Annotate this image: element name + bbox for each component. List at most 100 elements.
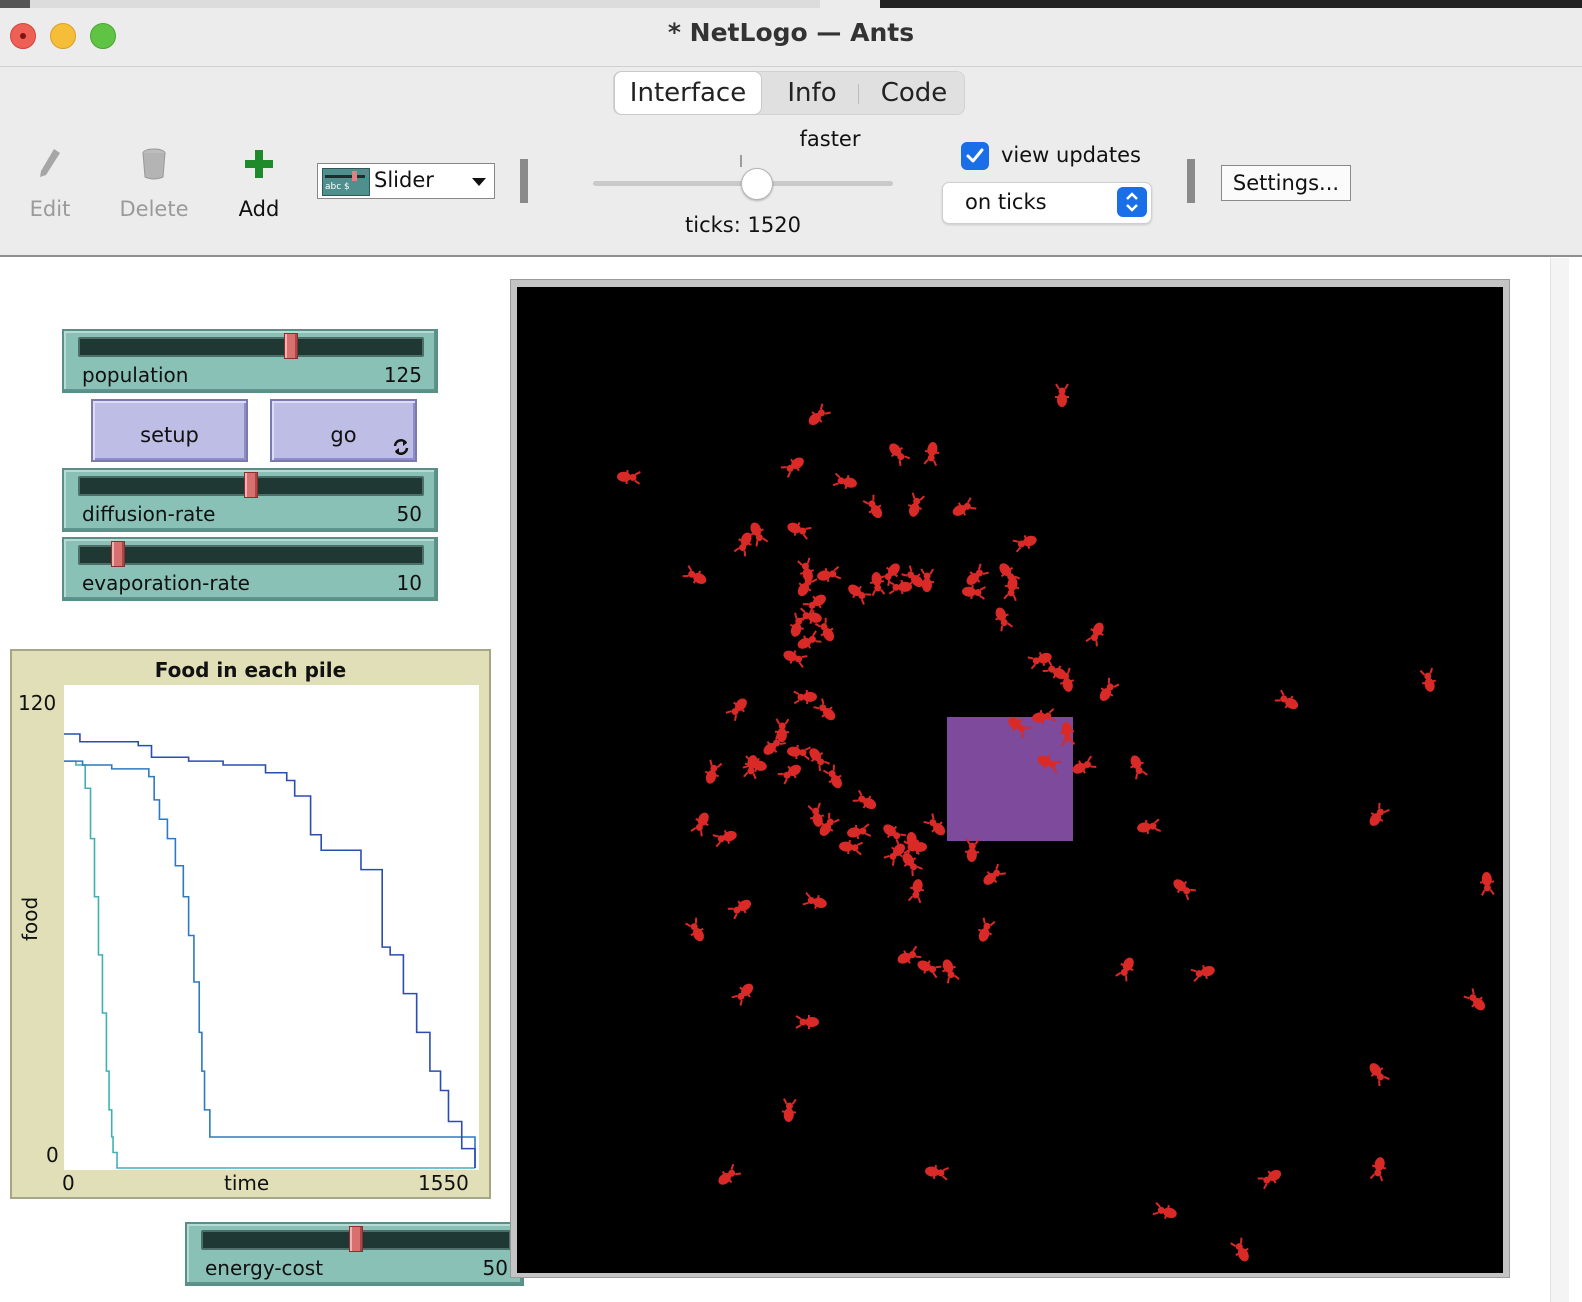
ant-turtle — [1085, 622, 1104, 647]
plot-series-line-3 — [64, 733, 476, 1168]
slider-knob[interactable] — [111, 541, 126, 567]
ant-turtle — [817, 565, 842, 583]
ant-turtle — [1072, 755, 1097, 774]
delete-button[interactable]: Delete — [114, 145, 194, 225]
ant-turtle — [942, 959, 960, 984]
ant-turtle — [712, 830, 737, 848]
world-canvas — [617, 383, 1495, 1262]
vertical-scrollbar[interactable] — [1550, 258, 1569, 1302]
ant-turtle — [847, 823, 872, 840]
energy-cost-slider[interactable]: energy-cost 50 — [185, 1222, 524, 1286]
ant-turtle — [725, 698, 747, 721]
close-window-button[interactable] — [10, 23, 36, 49]
ant-turtle — [889, 443, 911, 467]
ant-turtle — [903, 839, 927, 855]
setup-button[interactable]: setup — [91, 399, 248, 462]
ant-turtle — [999, 563, 1021, 587]
widget-type-value: Slider — [374, 168, 434, 192]
update-mode-select[interactable]: on ticks — [942, 182, 1152, 224]
evaporation-rate-slider[interactable]: evaporation-rate 10 — [62, 537, 438, 601]
repeat-icon — [393, 439, 409, 455]
go-button-label: go — [330, 423, 357, 447]
tab-code[interactable]: Code — [880, 78, 948, 108]
plot-area — [64, 685, 479, 1170]
slider-knob[interactable] — [283, 333, 298, 359]
toolbar: Interface Info Code Edit Delete Add abc … — [0, 67, 1582, 257]
ant-turtle — [897, 945, 922, 964]
ant-turtle — [983, 863, 1006, 885]
title-bar-strip — [30, 0, 820, 8]
y-max-label: 120 — [18, 691, 57, 715]
ant-turtle — [1479, 872, 1495, 896]
ant-turtle — [1059, 722, 1076, 746]
plus-icon — [245, 150, 273, 178]
title-bar-strip — [880, 0, 1582, 8]
ant-turtle — [1012, 535, 1037, 553]
ant-turtle — [718, 1163, 742, 1185]
slider-name: diffusion-rate — [82, 502, 216, 526]
ant-turtle — [690, 812, 709, 837]
y-axis-label: food — [18, 896, 42, 941]
x-min-label: 0 — [62, 1171, 75, 1195]
view-updates-checkbox[interactable] — [961, 142, 989, 170]
edit-label: Edit — [29, 197, 71, 221]
ant-turtle — [1008, 717, 1032, 738]
slider-name: evaporation-rate — [82, 571, 250, 595]
ant-turtle — [902, 853, 923, 877]
add-label: Add — [238, 197, 280, 221]
add-button[interactable]: Add — [230, 145, 288, 225]
ant-turtle — [808, 403, 831, 426]
settings-button[interactable]: Settings... — [1221, 165, 1351, 201]
ant-turtle — [888, 579, 912, 595]
ant-turtle — [869, 572, 886, 597]
slider-value: 10 — [396, 571, 422, 595]
edit-button[interactable]: Edit — [22, 145, 78, 225]
pencil-icon — [40, 149, 60, 177]
title-bar-strip — [0, 0, 30, 8]
ant-turtle — [763, 733, 786, 755]
ant-turtle — [797, 557, 815, 582]
ant-turtle — [1057, 667, 1075, 692]
tab-info[interactable]: Info — [787, 78, 837, 108]
go-button[interactable]: go — [270, 399, 417, 462]
setup-button-label: setup — [140, 423, 199, 447]
food-plot: Food in each pile 120 0 0 time 1550 food — [10, 649, 491, 1199]
slider-name: population — [82, 363, 189, 387]
ant-turtle — [1463, 988, 1486, 1011]
ant-turtle — [962, 584, 986, 600]
tick-counter: ticks: 1520 — [685, 213, 801, 237]
delete-label: Delete — [119, 197, 189, 221]
ant-turtle — [727, 899, 752, 920]
ant-turtle — [1137, 818, 1162, 835]
speed-normal-tick — [740, 155, 742, 167]
slider-knob[interactable] — [349, 1226, 363, 1252]
tab-divider — [858, 84, 859, 104]
ant-turtle — [1032, 708, 1057, 725]
x-max-label: 1550 — [418, 1171, 469, 1195]
toolbar-separator — [520, 159, 528, 203]
ant-turtle — [733, 532, 752, 557]
widget-type-select[interactable]: abc $ Slider — [317, 163, 495, 199]
ant-turtle — [923, 813, 946, 836]
ant-turtle — [862, 494, 883, 519]
ant-turtle — [705, 759, 723, 784]
window-title: * NetLogo — Ants — [667, 18, 915, 47]
maximize-window-button[interactable] — [90, 23, 116, 49]
ant-turtle — [802, 892, 827, 910]
world-view[interactable] — [517, 287, 1503, 1273]
ant-turtle — [797, 630, 822, 649]
ant-turtle — [731, 983, 754, 1006]
slider-track[interactable] — [78, 545, 424, 565]
diffusion-rate-slider[interactable]: diffusion-rate 50 — [62, 468, 438, 532]
ant-turtle — [1115, 957, 1134, 982]
population-slider[interactable]: population 125 — [62, 329, 438, 393]
tab-interface[interactable]: Interface — [614, 71, 762, 115]
speed-slider-knob[interactable] — [741, 168, 773, 200]
ant-turtle — [814, 617, 835, 642]
minimize-window-button[interactable] — [50, 23, 76, 49]
slider-knob[interactable] — [244, 472, 258, 498]
view-updates-label: view updates — [1001, 143, 1141, 167]
slider-track[interactable] — [78, 337, 424, 357]
ant-turtle — [883, 824, 907, 846]
ant-turtle — [1369, 1063, 1390, 1087]
